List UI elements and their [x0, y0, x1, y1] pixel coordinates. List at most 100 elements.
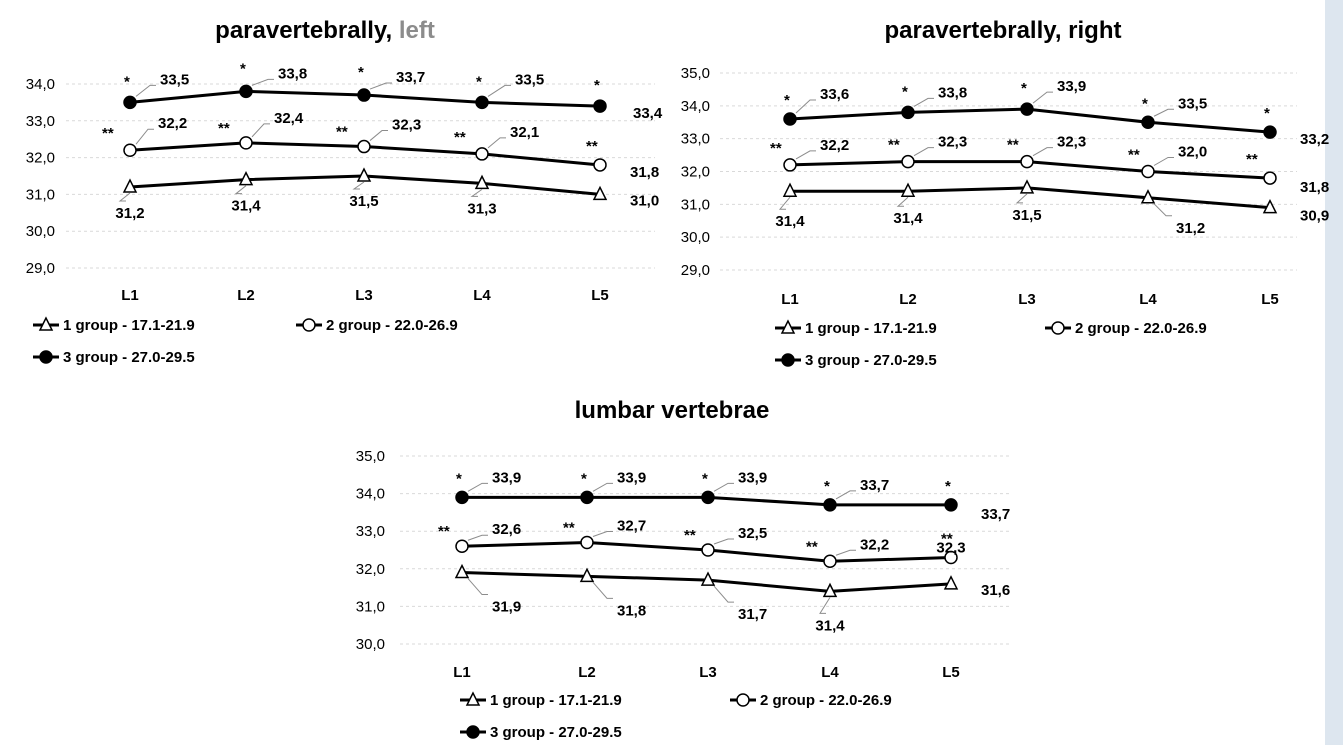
- y-tick-label: 33,0: [26, 113, 55, 130]
- data-label: 32,2: [860, 536, 889, 553]
- significance-mark: **: [806, 538, 818, 555]
- data-label: 33,5: [515, 71, 544, 88]
- label-leader: [819, 597, 831, 614]
- legend-marker: [780, 319, 796, 334]
- y-tick-label: 29,0: [26, 260, 55, 277]
- chart-3: lumbar vertebrae 30,0 31,0 32,0 33,0 34,0 35,0…: [356, 397, 1010, 741]
- data-point: [944, 550, 958, 565]
- data-point: [700, 571, 716, 586]
- data-label: 32,3: [936, 540, 965, 557]
- data-point: [1141, 115, 1155, 129]
- y-tick-label: 30,0: [26, 223, 55, 240]
- significance-mark: **: [438, 523, 450, 540]
- label-leader: [795, 150, 816, 160]
- data-point: [123, 143, 137, 157]
- data-point: [579, 567, 595, 583]
- significance-mark: *: [456, 470, 462, 487]
- significance-mark: **: [888, 137, 900, 154]
- data-label: 33,2: [1300, 131, 1329, 148]
- significance-mark: *: [784, 92, 790, 109]
- data-label: 32,3: [1057, 134, 1086, 151]
- data-label: 32,6: [492, 521, 521, 538]
- data-label: 33,7: [981, 506, 1010, 523]
- data-point: [901, 105, 915, 120]
- data-label: 30,9: [1300, 208, 1329, 225]
- legend-marker: [781, 353, 795, 367]
- data-label: 31,8: [1300, 179, 1329, 196]
- legend: 1 group - 17.1-21.9 2 group - 22.0-26.9 3 …: [33, 316, 458, 366]
- label-leader: [795, 99, 816, 114]
- chart-title: paravertebrally, left: [215, 17, 435, 44]
- legend-marker: [1051, 321, 1065, 335]
- data-label: 33,4: [633, 105, 663, 122]
- data-point: [357, 139, 371, 154]
- significance-mark: *: [1021, 80, 1027, 97]
- data-label: 31,9: [492, 599, 521, 616]
- data-label: 31,0: [630, 192, 659, 209]
- y-tick-label: 35,0: [681, 65, 710, 82]
- label-leader: [251, 123, 270, 138]
- y-tick-label: 30,0: [681, 229, 710, 246]
- label-leader: [713, 482, 734, 492]
- legend-marker: [736, 693, 750, 707]
- data-point: [580, 535, 594, 550]
- data-point: [475, 95, 489, 110]
- significance-mark: *: [240, 60, 246, 77]
- series-2: 32,6** 32,7** 32,5**32,2** 32,3**: [438, 517, 966, 569]
- data-point: [593, 158, 607, 172]
- chart-title: paravertebrally, right: [885, 17, 1122, 44]
- legend-item: 1 group - 17.1-21.9: [460, 691, 622, 709]
- legend-item: 1 group - 17.1-21.9: [775, 319, 937, 337]
- label-leader: [135, 128, 154, 145]
- significance-mark: **: [336, 124, 348, 141]
- significance-mark: **: [1246, 151, 1258, 168]
- data-point: [783, 112, 797, 126]
- data-label: 32,7: [617, 517, 646, 534]
- chart-title: lumbar vertebrae: [575, 397, 770, 424]
- label-leader: [1032, 91, 1053, 104]
- data-label: 33,5: [1178, 95, 1207, 112]
- legend-marker: [465, 691, 481, 706]
- legend: 1 group - 17.1-21.9 2 group - 22.0-26.9 3 …: [775, 319, 1207, 369]
- data-point: [1263, 125, 1277, 139]
- data-label: 32,2: [158, 115, 187, 132]
- label-leader: [713, 585, 734, 603]
- data-label: 33,9: [492, 469, 521, 486]
- significance-mark: *: [476, 73, 482, 90]
- data-point: [1263, 171, 1277, 185]
- series-2: 32,2 ** 32,3 ** 32,3 ** 32,0 ** 31,8 **: [770, 134, 1329, 196]
- label-leader: [234, 185, 247, 195]
- x-tick-label: L3: [699, 664, 717, 681]
- data-label: 31,4: [815, 617, 845, 634]
- y-tick-label: 29,0: [681, 262, 710, 279]
- label-leader: [592, 482, 613, 492]
- data-label: 33,5: [160, 71, 189, 88]
- legend-item: 3 group - 27.0-29.5: [460, 724, 622, 741]
- legend-label: 1 group - 17.1-21.9: [490, 692, 622, 709]
- data-point: [1020, 154, 1034, 169]
- data-point: [455, 539, 469, 553]
- data-label: 31,5: [349, 193, 378, 210]
- series-1: 31,9 31,8 31,7 31,4 31,6: [454, 563, 1010, 634]
- label-leader: [369, 130, 388, 141]
- data-point: [783, 158, 797, 172]
- significance-mark: **: [102, 125, 114, 142]
- y-tick-label: 33,0: [356, 523, 385, 540]
- y-tick-label: 30,0: [356, 636, 385, 653]
- data-label: 31,5: [1012, 207, 1041, 224]
- legend-item: 2 group - 22.0-26.9: [296, 317, 458, 334]
- significance-mark: **: [770, 140, 782, 157]
- significance-mark: **: [218, 120, 230, 137]
- data-point: [701, 543, 715, 557]
- data-label: 31,8: [630, 164, 659, 181]
- y-tick-label: 34,0: [681, 98, 710, 115]
- data-label: 33,7: [396, 69, 425, 86]
- data-label: 32,3: [938, 134, 967, 151]
- series-1: 31,4 31,4 31,5 31,2 30,9: [775, 179, 1329, 237]
- legend-label: 2 group - 22.0-26.9: [760, 692, 892, 709]
- significance-mark: *: [1142, 95, 1148, 112]
- data-label: 31,8: [617, 602, 646, 619]
- label-leader: [835, 549, 856, 556]
- label-leader: [592, 530, 613, 537]
